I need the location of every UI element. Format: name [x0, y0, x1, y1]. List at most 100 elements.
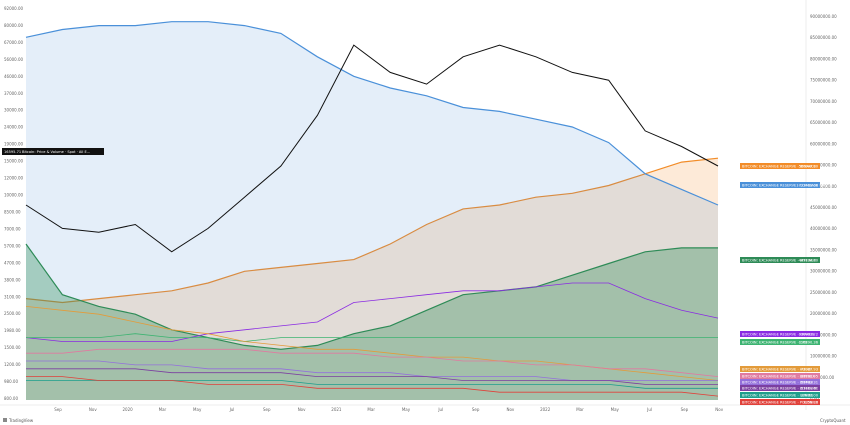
- left-tick-label: 3800.00: [4, 277, 21, 282]
- series-tag-background: [740, 339, 820, 345]
- x-tick-label: 2021: [331, 407, 342, 412]
- series-tag-background: [740, 379, 820, 385]
- left-tick-label: 67000.00: [4, 40, 24, 45]
- series-tag[interactable]: BITCOIN: EXCHANGE RESERVE · POLONIEX3358…: [740, 399, 820, 405]
- right-tick-label: 65000000.00: [810, 120, 837, 125]
- series-tag-background: [740, 331, 820, 337]
- watermark-text: TradingView: [8, 418, 34, 423]
- right-tick-label: 0.00: [810, 396, 819, 401]
- series-tag-name: BITCOIN: EXCHANGE RESERVE · BITSTAMP: [742, 387, 818, 391]
- right-tick-label: 75000000.00: [810, 78, 837, 83]
- left-tick-label: 30000.00: [4, 108, 24, 113]
- price-legend-text: Bitcoin: Price & Volume · Spot · All E..…: [22, 150, 90, 154]
- series-tag-name: BITCOIN: EXCHANGE RESERVE · POLONIEX: [742, 401, 818, 405]
- series-tag-background: [740, 257, 820, 263]
- x-tick-label: Jul: [646, 407, 652, 412]
- right-tick-label: 85000000.00: [810, 35, 837, 40]
- series-tag[interactable]: BITCOIN: EXCHANGE RESERVE · BINANCE56604…: [740, 163, 820, 169]
- right-tick-label: 40000000.00: [810, 226, 837, 231]
- series-area-1: [26, 21, 718, 400]
- series-tag-value: 58482.31: [801, 381, 818, 385]
- x-tick-label: Mar: [367, 407, 375, 412]
- right-tick-label: 80000000.00: [810, 56, 837, 61]
- right-tick-label: 10000000.00: [810, 354, 837, 359]
- right-tick-label: 30000000.00: [810, 269, 837, 274]
- left-tick-label: 24000.00: [4, 125, 24, 130]
- x-tick-label: Nov: [506, 407, 514, 412]
- series-line-3: [25, 282, 719, 342]
- left-tick-label: 15000.00: [4, 159, 24, 164]
- series-line-4: [26, 333, 718, 342]
- right-tick-label: 20000000.00: [810, 311, 837, 316]
- series-tag-value: 117890.36: [799, 341, 819, 345]
- right-axis: 90000000.00 85000000.00 80000000.00 7500000…: [805, 0, 837, 410]
- left-tick-label: 7000.00: [4, 226, 21, 231]
- left-tick-label: 3100.00: [4, 294, 21, 299]
- left-tick-label: 56000.00: [4, 57, 24, 62]
- series-tag-background: [740, 366, 820, 372]
- right-tick-label: 90000000.00: [810, 14, 837, 19]
- tradingview-watermark: TradingView: [3, 418, 34, 423]
- left-tick-label: 1980.00: [4, 328, 21, 333]
- x-tick-label: Sep: [54, 407, 62, 412]
- series-tag-background: [740, 373, 820, 379]
- right-tick-label: 5000000.00: [810, 375, 835, 380]
- series-tag-background: [740, 163, 820, 169]
- series-tag-value: 3358.33: [803, 401, 818, 405]
- series-tag[interactable]: BITCOIN: EXCHANGE RESERVE · BITTREX38892…: [740, 373, 820, 379]
- left-tick-label: 800.00: [4, 396, 18, 401]
- series-line-10: [26, 376, 719, 397]
- left-tick-label: 37000.00: [4, 91, 24, 96]
- x-tick-label: May: [193, 407, 202, 412]
- x-tick-label: May: [402, 407, 411, 412]
- series-tag[interactable]: BITCOIN: EXCHANGE RESERVE · GEMINI27832.…: [740, 392, 820, 398]
- series-tag-value: 27832.00: [801, 394, 819, 398]
- series-tag[interactable]: BITCOIN: EXCHANGE RESERVE · BITFINEX4491…: [740, 257, 820, 263]
- right-tick-label: 45000000.00: [810, 205, 837, 210]
- x-tick-label: Jul: [437, 407, 443, 412]
- series-line-2: [25, 243, 718, 350]
- series-tag-value: 1723411.00: [796, 184, 818, 188]
- left-tick-label: 1200.00: [4, 362, 21, 367]
- left-tick-label: 19000.00: [4, 142, 24, 147]
- series-tag[interactable]: BITCOIN: EXCHANGE RESERVE · BITSTAMP5348…: [740, 385, 820, 391]
- x-tick-label: Mar: [576, 407, 584, 412]
- series-tag-name: BITCOIN: EXCHANGE RESERVE · BITFINEX: [742, 259, 817, 263]
- series-line-6: [26, 348, 719, 377]
- value-tags: BITCOIN: EXCHANGE RESERVE · BINANCE56604…: [740, 163, 827, 405]
- series-tag-name: BITCOIN: EXCHANGE RESERVE · KRAKEN: [742, 333, 815, 337]
- series-tag[interactable]: BITCOIN: EXCHANGE RESERVE · BITMEX58482.…: [740, 379, 820, 385]
- series-tag-value: 449134.00: [799, 259, 819, 263]
- series-line-0: [25, 157, 719, 304]
- right-tick-label: 60000000.00: [810, 141, 837, 146]
- series-tag-background: [740, 392, 820, 398]
- right-tick-label: 25000000.00: [810, 290, 837, 295]
- series-tag[interactable]: BITCOIN: EXCHANGE RESERVE · KRAKEN138991…: [740, 331, 820, 337]
- series-tag[interactable]: BITCOIN: EXCHANGE RESERVE · COINBASE PRO…: [740, 182, 827, 188]
- series-tag-name: BITCOIN: EXCHANGE RESERVE · COINBASE PRO: [742, 184, 827, 188]
- series-line-1: [25, 21, 719, 206]
- series-tag-name: BITCOIN: EXCHANGE RESERVE · BITMEX: [742, 381, 814, 385]
- x-tick-label: 2022: [540, 407, 551, 412]
- left-axis: 92000.00 80000.00 67000.00 56000.00 46000.00…: [4, 6, 24, 401]
- right-tick-label: 55000000.00: [810, 163, 837, 168]
- price-tag-value: 16595.71: [4, 150, 21, 154]
- series-tag[interactable]: BITCOIN: EXCHANGE RESERVE · HUOBI71927.9…: [740, 366, 820, 372]
- x-tick-label: Nov: [298, 407, 306, 412]
- right-tick-label: 50000000.00: [810, 184, 837, 189]
- right-tick-label: 70000000.00: [810, 99, 837, 104]
- left-tick-label: 12000.00: [4, 176, 24, 181]
- x-tick-label: Mar: [159, 407, 167, 412]
- series-tag-name: BITCOIN: EXCHANGE RESERVE · OKX: [742, 341, 808, 345]
- left-tick-label: 2500.00: [4, 311, 21, 316]
- left-tick-label: 80000.00: [4, 23, 24, 28]
- series-tag-value: 71927.93: [801, 368, 818, 372]
- series-tag-value: 138991.22: [799, 333, 818, 337]
- series-line-8: [26, 368, 718, 385]
- right-tick-label: 15000000.00: [810, 332, 837, 337]
- price-tag[interactable]: 16595.71 Bitcoin: Price & Volume · Spot …: [2, 148, 104, 155]
- price-layer: [25, 44, 719, 253]
